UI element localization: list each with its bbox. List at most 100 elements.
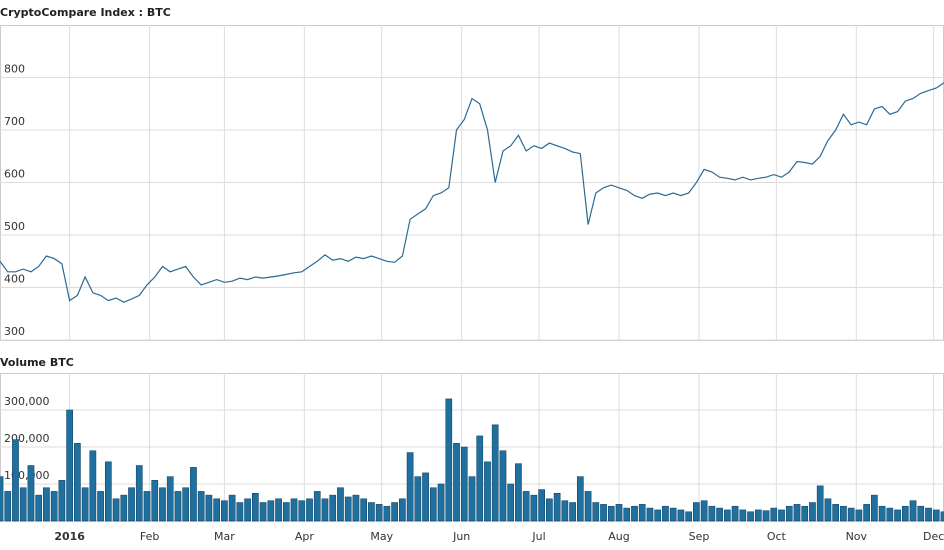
y-tick-label: 100,000 <box>4 469 50 482</box>
volume-bar <box>368 502 375 522</box>
volume-bar <box>12 439 19 522</box>
volume-bar <box>4 491 12 522</box>
volume-bar <box>429 487 437 522</box>
volume-bar <box>329 494 337 522</box>
y-tick-label: 300 <box>4 325 25 338</box>
volume-bar <box>321 498 329 522</box>
volume-bar <box>708 505 716 522</box>
volume-bar <box>576 476 584 522</box>
y-tick-label: 800 <box>4 63 25 76</box>
volume-bar <box>863 504 870 522</box>
volume-bar <box>894 509 901 522</box>
volume-bar <box>267 500 275 522</box>
volume-bar <box>306 498 313 522</box>
volume-bar <box>50 491 58 522</box>
volume-bar <box>855 509 863 522</box>
volume-bar <box>337 487 344 522</box>
volume-bar <box>584 491 592 522</box>
volume-bar <box>460 446 468 522</box>
volume-bar <box>607 505 615 522</box>
volume-bar <box>646 507 654 522</box>
volume-bar <box>112 498 120 522</box>
volume-bar <box>391 502 398 522</box>
volume-bar <box>515 463 522 522</box>
volume-bar <box>778 509 785 522</box>
volume-bar <box>251 493 259 522</box>
volume-bar <box>290 498 298 522</box>
volume-bar <box>569 502 576 522</box>
y-tick-label: 600 <box>4 168 25 181</box>
volume-bar <box>762 510 770 522</box>
volume-bar <box>344 496 352 522</box>
volume-bar <box>723 509 731 522</box>
x-tick-label: Oct <box>767 530 787 543</box>
volume-bar <box>770 507 778 522</box>
volume-bar <box>685 511 693 522</box>
volume-bar <box>174 491 182 522</box>
volume-bar <box>399 498 406 522</box>
volume-bar <box>669 507 677 522</box>
volume-bar <box>592 502 600 522</box>
volume-bar <box>623 507 631 522</box>
x-tick-label: Jul <box>531 530 545 543</box>
volume-bar <box>120 494 128 522</box>
volume-bar <box>0 476 4 522</box>
volume-bar <box>909 500 917 522</box>
volume-bar <box>693 502 700 522</box>
x-tick-label: Mar <box>214 530 235 543</box>
volume-bar <box>754 509 762 522</box>
volume-bar <box>700 500 708 522</box>
volume-bar <box>615 504 623 522</box>
volume-bar <box>871 494 878 522</box>
volume-bar <box>143 491 151 522</box>
volume-bar <box>375 504 383 522</box>
volume-bar <box>104 461 112 522</box>
y-tick-label: 400 <box>4 273 25 286</box>
volume-bar <box>847 507 855 522</box>
volume-bar <box>638 504 646 522</box>
volume-bar <box>716 507 723 522</box>
volume-bar <box>298 500 306 522</box>
x-tick-label: Nov <box>846 530 868 543</box>
volume-bar <box>19 487 27 522</box>
volume-bar <box>453 443 460 522</box>
volume-bar <box>135 465 143 522</box>
price-title: CryptoCompare Index : BTC <box>0 6 171 19</box>
volume-bar <box>507 483 515 522</box>
volume-bar <box>801 505 809 522</box>
volume-bar <box>89 450 97 522</box>
volume-bar <box>878 505 886 522</box>
volume-bar <box>538 489 545 522</box>
volume-bar <box>81 487 89 522</box>
volume-bar <box>159 487 166 522</box>
volume-bar <box>275 498 282 522</box>
volume-bar <box>128 487 135 522</box>
volume-bar <box>886 507 894 522</box>
volume-bar <box>445 398 453 522</box>
volume-bar <box>832 504 840 522</box>
x-tick-label: Jun <box>452 530 470 543</box>
volume-bar <box>27 465 35 522</box>
volume-bar <box>213 498 221 522</box>
volume-bar <box>58 480 66 522</box>
volume-bar <box>739 509 747 522</box>
volume-bar <box>925 507 932 522</box>
volume-bar <box>151 480 159 522</box>
volume-bar <box>313 491 321 522</box>
volume-bar <box>677 509 685 522</box>
volume-bar <box>917 505 925 522</box>
y-tick-label: 500 <box>4 220 25 233</box>
x-tick-label: Sep <box>689 530 710 543</box>
volume-bar <box>66 409 73 522</box>
x-tick-label: Feb <box>140 530 159 543</box>
volume-bar <box>437 483 445 522</box>
volume-bar <box>236 502 244 522</box>
volume-bar <box>182 487 190 522</box>
volume-bar <box>553 493 561 522</box>
y-tick-label: 200,000 <box>4 432 50 445</box>
volume-bar <box>662 505 669 522</box>
x-tick-label: Aug <box>608 530 629 543</box>
x-tick-label: Apr <box>295 530 315 543</box>
volume-bar <box>422 472 429 522</box>
